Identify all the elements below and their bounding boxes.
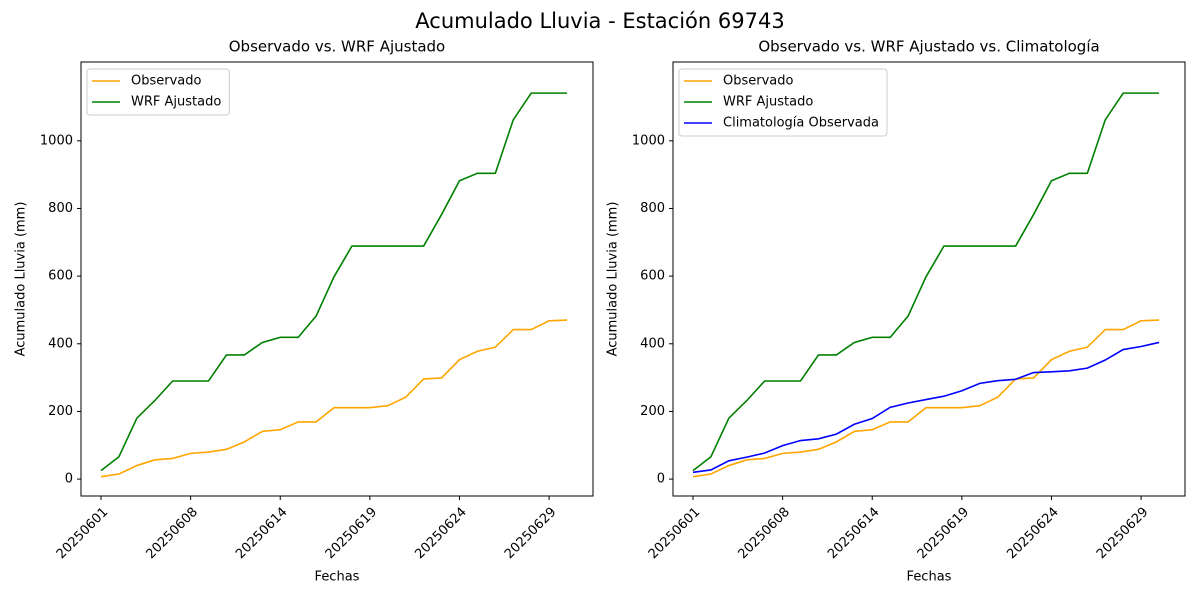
data-line xyxy=(692,341,1160,474)
legend-label: WRF Ajustado xyxy=(723,95,813,110)
y-tick-label: 800 xyxy=(48,201,73,216)
y-tick-label: 200 xyxy=(48,404,73,419)
y-tick-label: 200 xyxy=(640,404,665,419)
y-tick-label: 600 xyxy=(48,269,73,284)
x-axis-label: Fechas xyxy=(315,570,360,585)
y-tick-label: 600 xyxy=(640,269,665,284)
y-tick-label: 1000 xyxy=(632,133,665,148)
data-line xyxy=(100,319,568,478)
y-tick-label: 400 xyxy=(640,336,665,351)
y-tick-label: 0 xyxy=(657,472,665,487)
plot-frame xyxy=(80,61,594,497)
legend-label: Climatología Observada xyxy=(723,116,879,131)
data-line xyxy=(692,319,1160,478)
y-axis-label: Acumulado Lluvia (mm) xyxy=(14,202,29,357)
legend-box xyxy=(86,68,230,116)
x-axis-label: Fechas xyxy=(907,570,952,585)
y-tick-label: 800 xyxy=(640,201,665,216)
plot-frame xyxy=(672,61,1186,497)
subplot-title: Observado vs. WRF Ajustado vs. Climatolo… xyxy=(758,38,1099,56)
figure-title: Acumulado Lluvia - Estación 69743 xyxy=(415,9,784,33)
y-tick-label: 1000 xyxy=(40,133,73,148)
y-axis-label: Acumulado Lluvia (mm) xyxy=(606,202,621,357)
legend-label: Observado xyxy=(131,74,202,89)
legend: Observado WRF Ajustado xyxy=(86,68,230,116)
legend: Observado WRF Ajustado Climatología Observ… xyxy=(678,68,888,137)
y-tick-label: 0 xyxy=(65,472,73,487)
legend-box xyxy=(678,68,888,137)
y-tick-label: 400 xyxy=(48,336,73,351)
legend-label: WRF Ajustado xyxy=(131,95,221,110)
data-line xyxy=(100,92,568,472)
legend-label: Observado xyxy=(723,74,794,89)
subplot-title: Observado vs. WRF Ajustado xyxy=(229,38,445,56)
data-line xyxy=(692,92,1160,472)
